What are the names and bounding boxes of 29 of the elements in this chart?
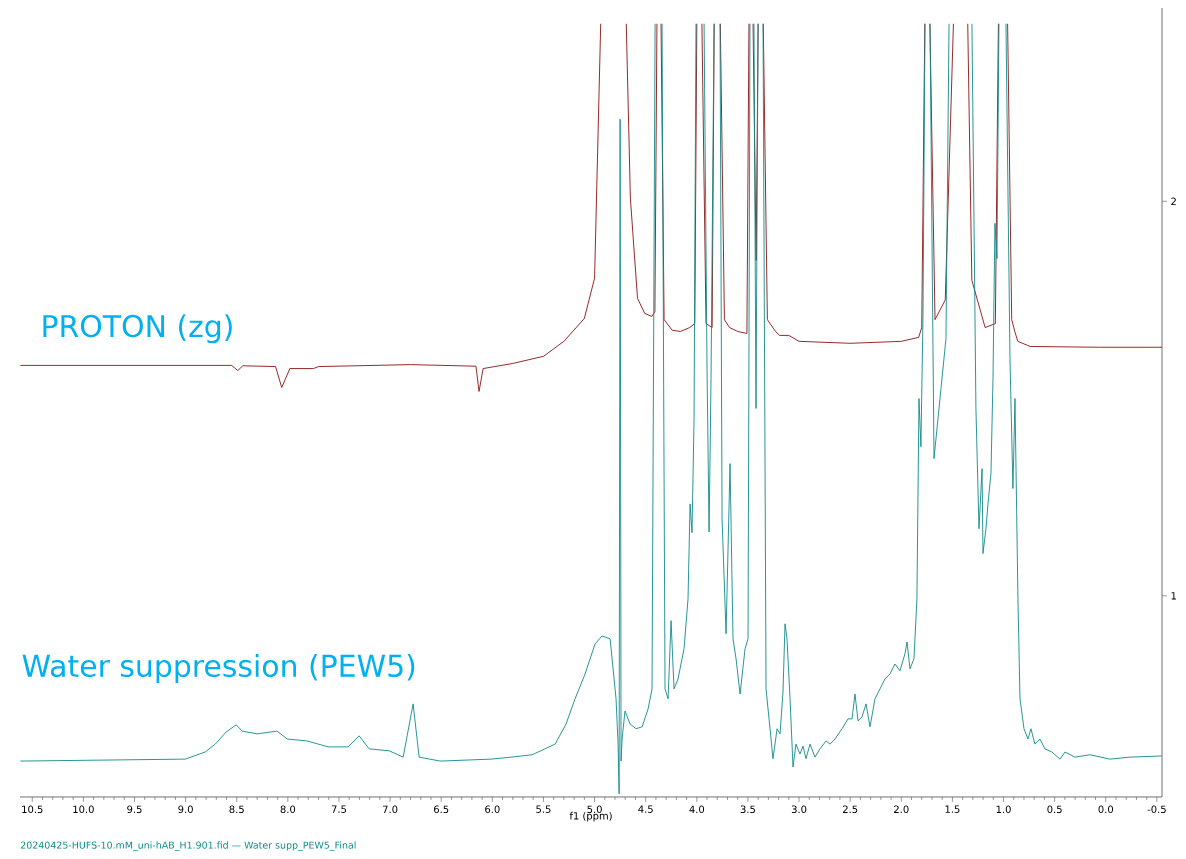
x-tick-label: 3.0 — [791, 805, 807, 814]
x-tick-label: 9.0 — [178, 805, 193, 814]
x-tick-label: 7.5 — [331, 805, 347, 813]
x-tick-label: 7.0 — [382, 805, 398, 814]
x-tick-label: 3.5 — [740, 805, 755, 814]
x-tick-label: 6.5 — [434, 805, 449, 814]
x-tick-label: 5.5 — [536, 805, 551, 813]
x-tick-label: 2.0 — [894, 805, 909, 814]
x-tick-label: 1.5 — [945, 805, 960, 813]
x-tick-label: 10.0 — [73, 805, 94, 814]
series-label: Water suppression (PEW5) — [22, 653, 415, 683]
y-tick-label: 2 — [1171, 197, 1176, 205]
x-tick-label: 5.0 — [587, 805, 602, 814]
x-tick-label: 4.0 — [689, 805, 705, 814]
x-tick-label: 0.0 — [1098, 805, 1114, 814]
x-tick-label: 2.5 — [842, 805, 858, 814]
y-tick-label: 1 — [1171, 592, 1176, 600]
x-axis-title: f1 (ppm) — [569, 811, 612, 822]
x-tick-label: 9.5 — [127, 805, 142, 814]
text: 20240425-HUFS-10.mM_uni-hAB_H1.901.fid — Water supp_PEW5_Final — [20, 841, 356, 851]
x-tick-label: -0.5 — [1147, 805, 1166, 814]
x-tick-label: 8.5 — [229, 805, 244, 814]
x-tick-label: 1.0 — [996, 805, 1011, 814]
x-tick-label: 6.0 — [485, 805, 500, 814]
x-tick-label: 0.5 — [1047, 805, 1062, 814]
x-tick-label: 8.0 — [280, 805, 296, 814]
x-tick-label: 4.5 — [638, 805, 653, 813]
x-tick-label: 10.5 — [22, 805, 43, 814]
series-label: PROTON (zg) — [43, 314, 232, 344]
